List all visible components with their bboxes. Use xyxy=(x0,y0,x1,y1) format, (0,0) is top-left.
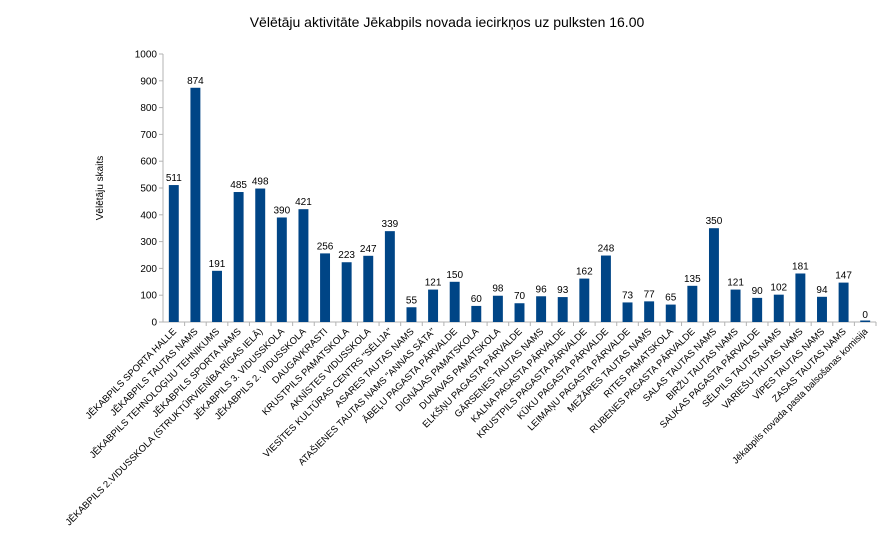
y-tick-label: 700 xyxy=(140,130,157,141)
data-label: 223 xyxy=(338,250,355,261)
data-label: 511 xyxy=(166,173,182,184)
y-tick-label: 800 xyxy=(140,103,157,114)
data-label: 191 xyxy=(209,259,226,270)
y-tick-label: 0 xyxy=(151,318,157,329)
data-label: 498 xyxy=(252,177,269,188)
data-label: 485 xyxy=(230,180,247,191)
data-label: 147 xyxy=(835,271,852,282)
bar xyxy=(730,289,741,322)
bar xyxy=(795,273,806,322)
data-label: 73 xyxy=(622,290,634,301)
bar xyxy=(708,228,719,322)
data-label: 90 xyxy=(752,286,764,297)
bar xyxy=(492,295,503,322)
bar xyxy=(255,188,266,322)
bar xyxy=(298,209,309,322)
y-tick-label: 600 xyxy=(140,157,157,168)
bar xyxy=(838,282,849,322)
bar xyxy=(471,305,482,322)
data-label: 55 xyxy=(406,295,418,306)
bar xyxy=(557,297,568,322)
y-tick-label: 100 xyxy=(140,291,157,302)
bar xyxy=(168,185,179,322)
bar xyxy=(190,87,201,322)
data-label: 0 xyxy=(862,310,868,321)
bar xyxy=(644,301,655,322)
data-label: 150 xyxy=(446,270,463,281)
bar xyxy=(233,192,244,322)
bar xyxy=(665,304,676,322)
data-label: 181 xyxy=(792,261,809,272)
bar xyxy=(320,253,331,322)
y-tick-label: 500 xyxy=(140,184,157,195)
data-label: 60 xyxy=(471,294,483,305)
data-label: 96 xyxy=(536,284,548,295)
data-label: 874 xyxy=(187,76,204,87)
chart-title: Vēlētāju aktivitāte Jēkabpils novada iec… xyxy=(249,14,645,30)
y-tick-label: 300 xyxy=(140,237,157,248)
y-tick-label: 200 xyxy=(140,264,157,275)
y-tick-label: 1000 xyxy=(135,50,158,61)
y-axis-title: Vēlētāju skaits xyxy=(95,156,106,220)
bar xyxy=(579,278,590,322)
bar xyxy=(622,302,633,322)
bar xyxy=(363,255,374,322)
bar xyxy=(773,294,784,322)
y-tick-label: 400 xyxy=(140,210,157,221)
bar xyxy=(428,289,439,322)
data-label: 339 xyxy=(382,219,399,230)
chart-data-labels: 511 874 191 485 498 390 421 256 223 247 339 55 121 15… xyxy=(166,76,869,321)
data-label: 94 xyxy=(816,285,828,296)
bar xyxy=(212,270,222,322)
data-label: 77 xyxy=(644,289,656,300)
bar xyxy=(449,281,460,322)
data-label: 93 xyxy=(557,285,569,296)
data-label: 70 xyxy=(514,291,526,302)
bar xyxy=(341,262,352,322)
bar xyxy=(384,231,395,322)
bar xyxy=(687,285,698,322)
bar xyxy=(817,296,827,322)
bar xyxy=(752,297,763,322)
y-tick-label: 900 xyxy=(140,76,157,87)
bar xyxy=(536,296,547,322)
bar xyxy=(860,320,871,322)
data-label: 102 xyxy=(770,283,787,294)
bar xyxy=(276,217,287,322)
data-label: 350 xyxy=(706,216,723,227)
data-label: 421 xyxy=(295,197,312,208)
chart-bars xyxy=(168,87,871,322)
bar xyxy=(514,303,525,322)
data-label: 390 xyxy=(273,205,290,216)
data-label: 135 xyxy=(684,274,701,285)
data-label: 248 xyxy=(598,244,615,255)
data-label: 247 xyxy=(360,244,377,255)
data-label: 121 xyxy=(727,278,744,289)
data-label: 121 xyxy=(425,278,442,289)
bar xyxy=(600,255,611,322)
data-label: 162 xyxy=(576,267,593,278)
bar xyxy=(406,307,417,322)
data-label: 65 xyxy=(665,293,677,304)
data-label: 256 xyxy=(317,241,334,252)
data-label: 98 xyxy=(492,284,504,295)
